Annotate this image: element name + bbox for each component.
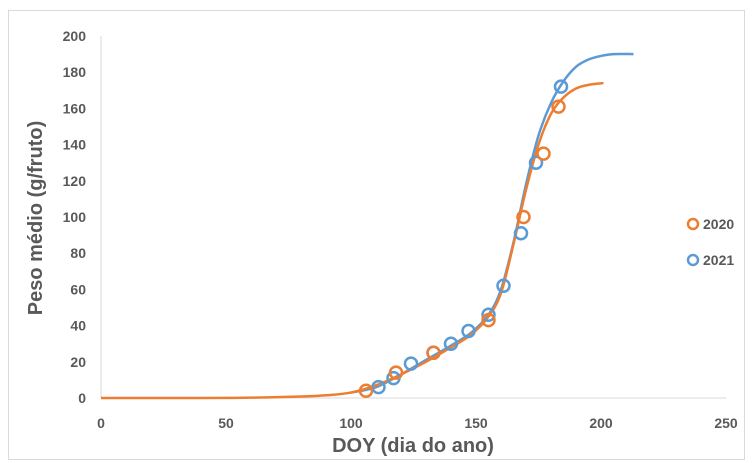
y-tick-label: 80	[70, 245, 86, 261]
legend-marker-2020	[686, 217, 700, 231]
data-point-2021	[403, 356, 419, 371]
y-tick-label: 40	[70, 318, 86, 334]
axes	[100, 36, 726, 399]
y-tick-label: 160	[63, 100, 87, 116]
y-tick-label: 0	[78, 390, 86, 406]
data-point-2021	[481, 307, 496, 322]
x-tick-label: 0	[97, 415, 105, 431]
y-tick-label: 60	[70, 281, 86, 297]
legend-label-2021: 2021	[703, 252, 734, 268]
legend-marker-2021	[686, 253, 700, 267]
fit-curve-2020	[100, 81, 604, 400]
x-tick-label: 100	[339, 415, 363, 431]
data-point-2020	[536, 146, 551, 161]
x-tick-label: 250	[714, 415, 738, 431]
data-point-2020	[358, 383, 374, 399]
data-point-2021	[513, 226, 529, 241]
data-point-2021	[496, 278, 511, 294]
y-tick-label: 120	[63, 173, 87, 189]
data-point-2021	[461, 323, 476, 339]
y-tick-label: 100	[63, 209, 87, 225]
data-point-2021	[553, 79, 569, 94]
x-tick-label: 150	[464, 415, 488, 431]
x-tick-label: 50	[218, 415, 234, 431]
fit-curve-2021	[350, 52, 634, 394]
data-points	[358, 79, 569, 399]
y-axis-title: Peso médio (g/fruto)	[25, 121, 47, 315]
legend: 2020 2021	[686, 216, 734, 268]
y-tick-label: 20	[70, 354, 86, 370]
data-point-2020	[481, 312, 496, 328]
data-point-2020	[388, 365, 404, 380]
data-point-2020	[426, 345, 441, 360]
data-point-2021	[528, 155, 544, 170]
y-tick-label: 180	[63, 64, 87, 80]
y-tick-label: 140	[63, 137, 87, 153]
y-tick-label: 200	[63, 28, 87, 44]
x-axis-title: DOY (dia do ano)	[332, 435, 494, 457]
y-tick-labels: 0 20 40 60 80 100 120 140 160 180 200	[63, 28, 87, 406]
data-point-2020	[551, 99, 566, 114]
x-tick-label: 200	[589, 415, 613, 431]
chart-frame	[8, 10, 745, 460]
data-point-2021	[371, 379, 386, 395]
x-tick-labels: 0 50 100 150 200 250	[97, 415, 738, 431]
legend-label-2020: 2020	[703, 216, 734, 232]
data-point-2021	[443, 336, 459, 351]
data-point-2020	[516, 209, 531, 225]
